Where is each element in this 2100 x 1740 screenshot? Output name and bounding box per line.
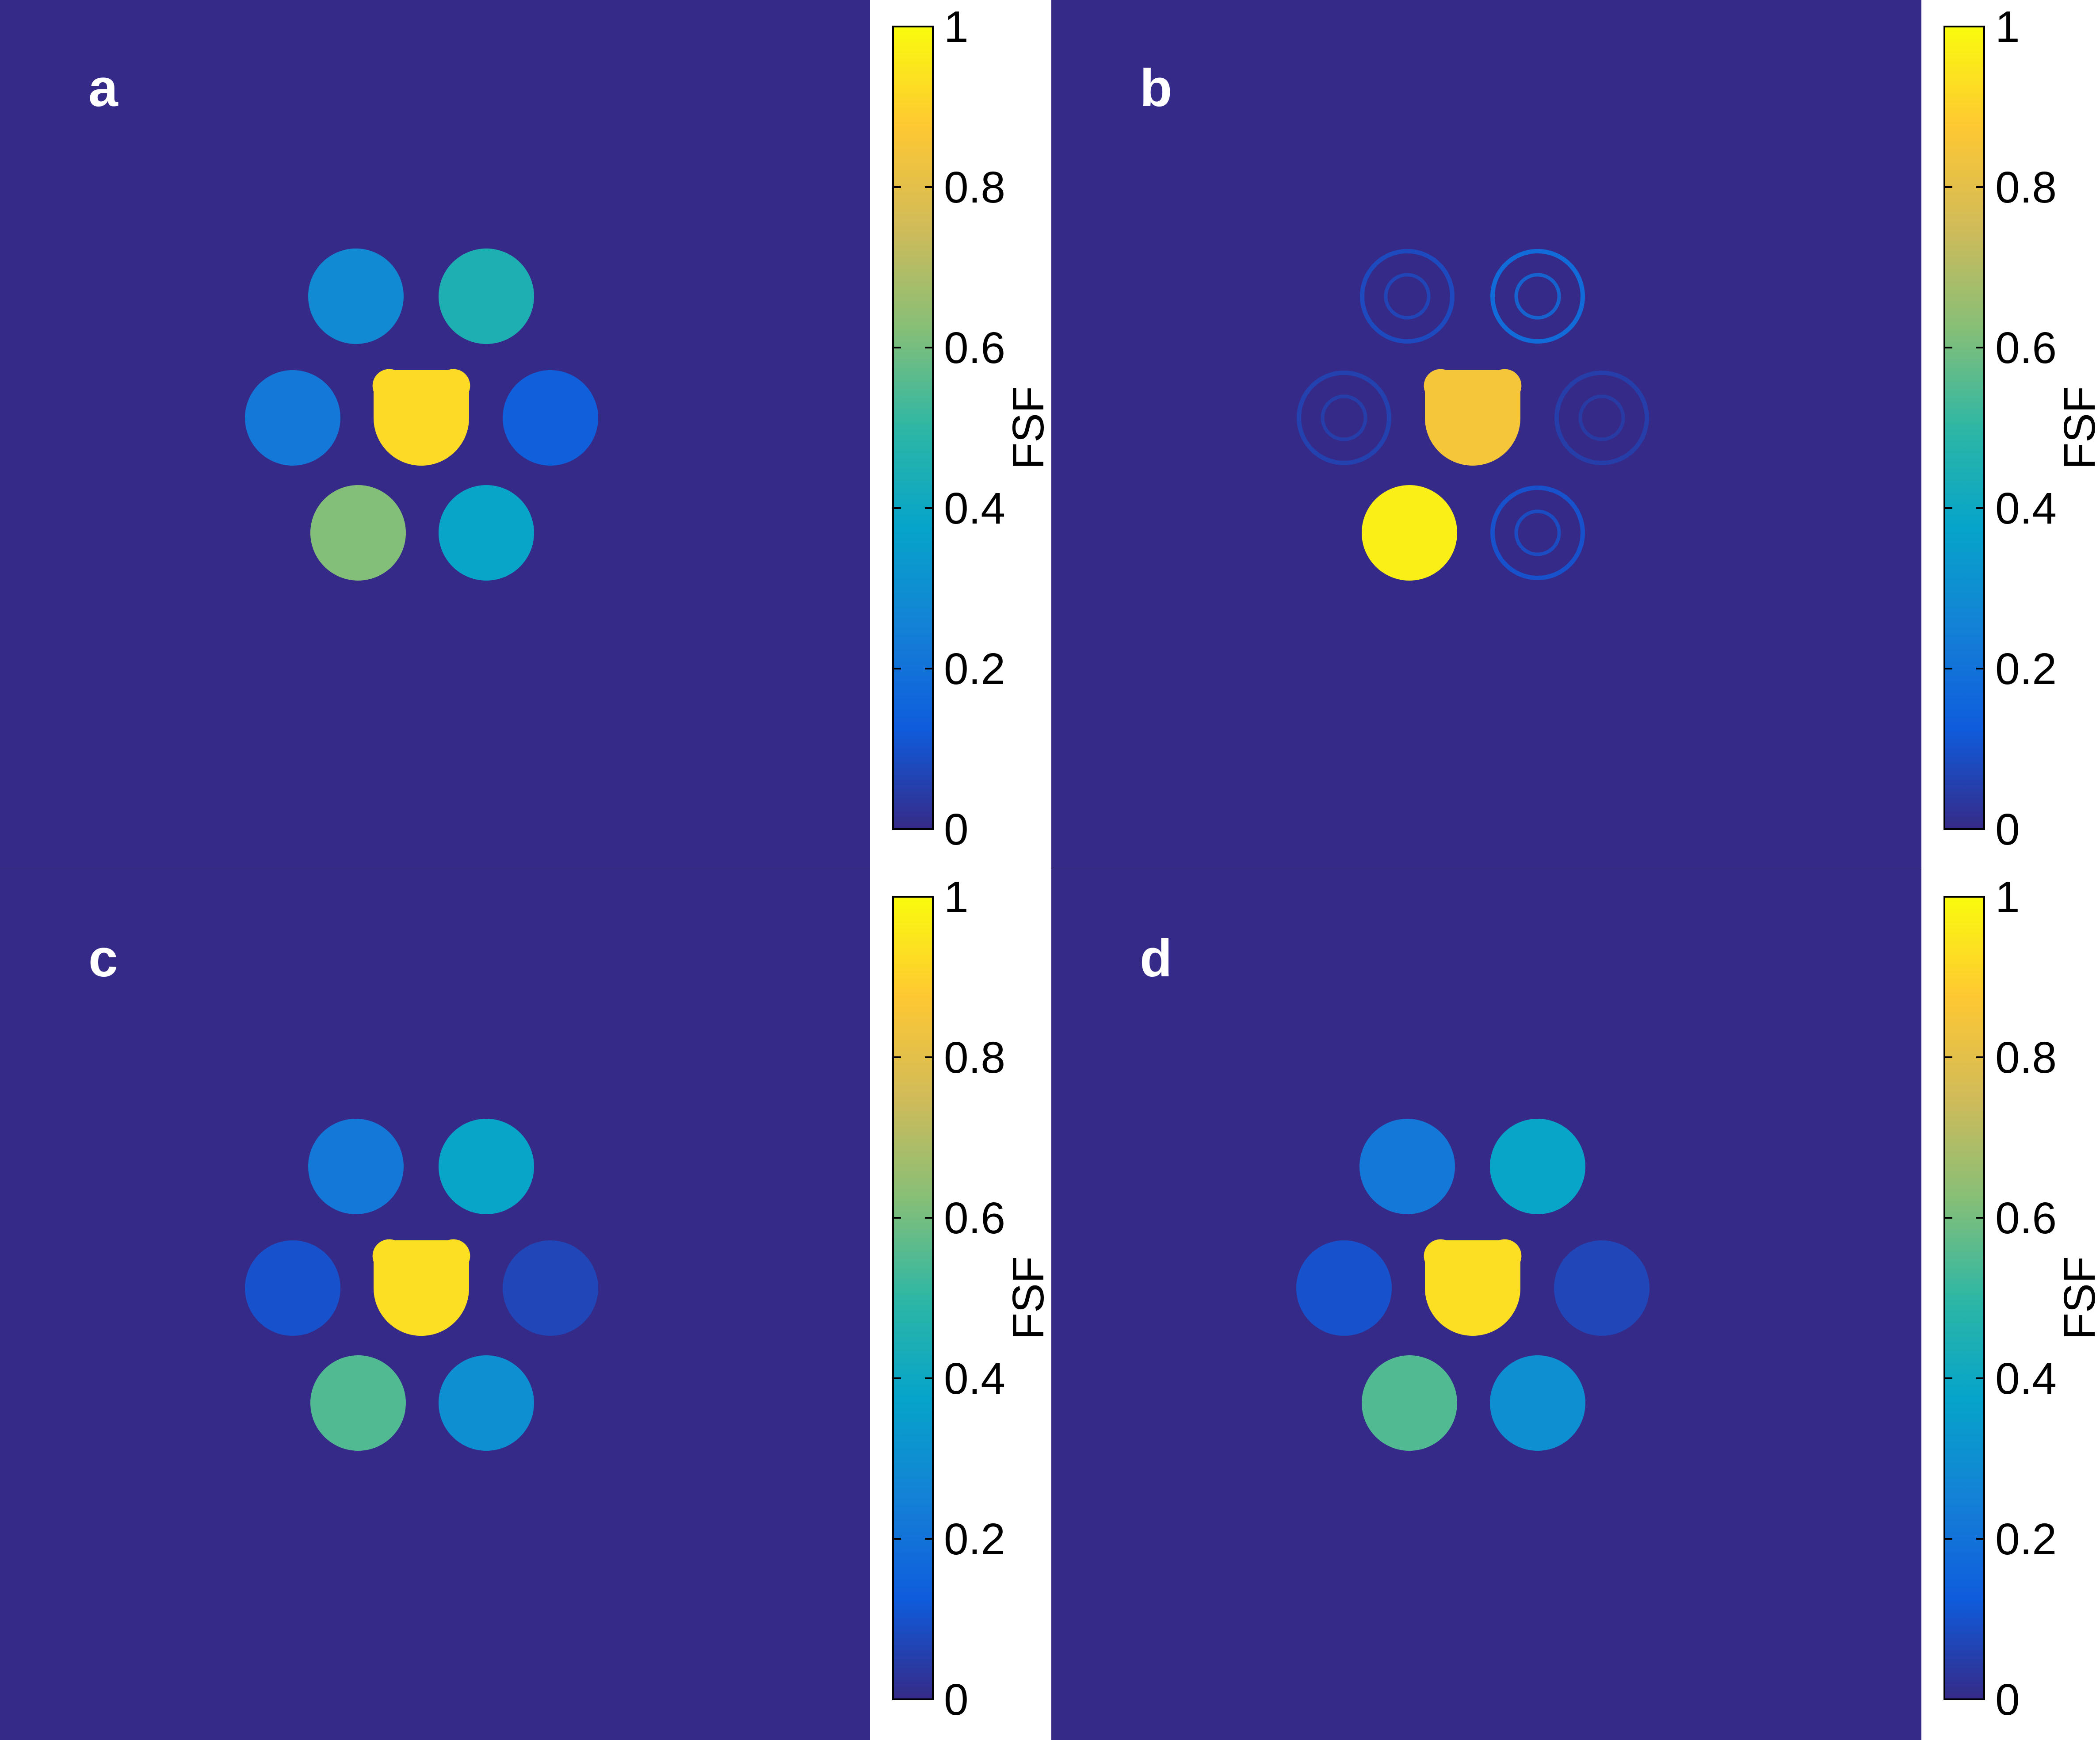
colorbar-tick-label: 0.4 <box>1995 1354 2057 1403</box>
region-middle-left <box>1296 1240 1392 1336</box>
colorbar-label: FSF <box>1004 1256 1053 1340</box>
region-middle-right <box>1554 371 1649 465</box>
region-bottom-left <box>310 1355 406 1451</box>
region-middle-right <box>1554 1240 1649 1336</box>
panel-letter: c <box>88 929 118 988</box>
region-bottom-right <box>439 485 534 581</box>
colorbar-tick-label: 0.8 <box>944 1033 1005 1082</box>
region-middle-left <box>1297 371 1391 465</box>
colorbar-tick-label: 0 <box>944 805 969 854</box>
region-middle-left <box>245 370 340 466</box>
colorbar-tick-label: 0.8 <box>944 163 1005 212</box>
region-center <box>1424 369 1522 466</box>
colorbar-label: FSF <box>2055 386 2100 470</box>
colorbar-tick-label: 1 <box>944 2 969 52</box>
colorbar: 0 0.2 0.4 0.6 0.8 1 FSF <box>892 2 1053 854</box>
colorbar-gradient <box>892 26 934 830</box>
region-center <box>372 1239 470 1336</box>
panel-b: b 0 0.2 0.4 0.6 0.8 1 FSF <box>1051 0 2100 870</box>
colorbar-tick-label: 0.2 <box>1995 644 2057 694</box>
colorbar-gradient <box>1943 26 1985 830</box>
panel-letter: d <box>1140 929 1172 988</box>
region-top-left <box>308 249 404 344</box>
region-top-left <box>1359 1119 1455 1214</box>
colorbar-gradient <box>892 896 934 1700</box>
region-top-left <box>308 1119 404 1214</box>
colorbar-tick-label: 0.2 <box>1995 1514 2057 1564</box>
region-top-right <box>439 249 534 344</box>
colorbar-tick-label: 0 <box>1995 805 2020 854</box>
panel-letter: b <box>1140 58 1172 118</box>
colorbar-gradient <box>1943 896 1985 1700</box>
colorbar-tick-label: 0.4 <box>1995 484 2057 533</box>
region-bottom-right <box>1490 486 1585 580</box>
region-bottom-left <box>1362 1355 1457 1451</box>
colorbar-tick-label: 0.4 <box>944 484 1005 533</box>
region-bottom-right <box>439 1355 534 1451</box>
region-bottom-left <box>310 485 406 581</box>
colorbar-label: FSF <box>2055 1256 2100 1340</box>
region-middle-right <box>503 1240 598 1336</box>
colorbar-tick-label: 0.6 <box>944 1193 1005 1243</box>
colorbar-tick-label: 0.4 <box>944 1354 1005 1403</box>
region-middle-left <box>245 1240 340 1336</box>
colorbar-tick-label: 1 <box>944 872 969 922</box>
region-top-right <box>1490 249 1585 344</box>
panel-a: a 0 0.2 0.4 0.6 0.8 1 FSF <box>0 0 1053 870</box>
colorbar-tick-label: 1 <box>1995 872 2020 922</box>
region-bottom-left <box>1362 485 1457 581</box>
colorbar-label: FSF <box>1004 386 1053 470</box>
colorbar-tick-label: 0.6 <box>1995 1193 2057 1243</box>
region-center <box>1424 1239 1522 1336</box>
colorbar-tick-label: 0.6 <box>1995 323 2057 373</box>
region-top-right <box>439 1119 534 1214</box>
colorbar-tick-label: 0.2 <box>944 1514 1005 1564</box>
region-center <box>372 369 470 466</box>
colorbar-tick-label: 0.8 <box>1995 1033 2057 1082</box>
panel-c: c 0 0.2 0.4 0.6 0.8 1 FSF <box>0 870 1053 1740</box>
colorbar-tick-label: 0.2 <box>944 644 1005 694</box>
region-middle-right <box>503 370 598 466</box>
panel-letter: a <box>88 58 118 118</box>
colorbar-tick-label: 0 <box>1995 1675 2020 1725</box>
region-top-left <box>1360 249 1455 344</box>
colorbar-tick-label: 1 <box>1995 2 2020 52</box>
region-bottom-right <box>1490 1355 1585 1451</box>
colorbar-tick-label: 0 <box>944 1675 969 1725</box>
panel-d: d 0 0.2 0.4 0.6 0.8 1 FSF <box>1051 870 2100 1740</box>
colorbar-tick-label: 0.6 <box>944 323 1005 373</box>
colorbar: 0 0.2 0.4 0.6 0.8 1 FSF <box>1943 2 2100 854</box>
colorbar-tick-label: 0.8 <box>1995 163 2057 212</box>
colorbar: 0 0.2 0.4 0.6 0.8 1 FSF <box>1943 872 2100 1725</box>
colorbar: 0 0.2 0.4 0.6 0.8 1 FSF <box>892 872 1053 1725</box>
region-top-right <box>1490 1119 1585 1214</box>
